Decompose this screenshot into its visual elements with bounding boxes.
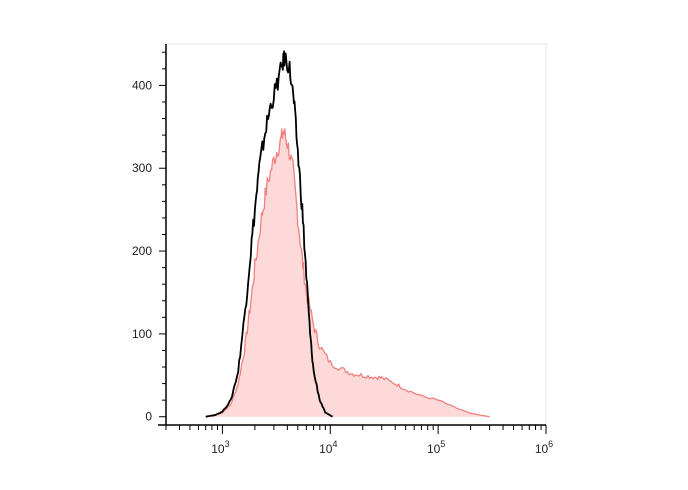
x-tick-exponent: 5: [440, 439, 445, 449]
x-tick-exponent: 4: [332, 439, 337, 449]
y-tick-label: 0: [145, 410, 152, 424]
x-tick-label: 103: [211, 439, 229, 456]
y-tick-label: 400: [132, 78, 152, 92]
x-tick-label: 106: [535, 439, 553, 456]
y-tick-label: 200: [132, 244, 152, 258]
x-tick-base: 10: [427, 442, 441, 456]
x-tick-label: 104: [319, 439, 337, 456]
x-tick-base: 10: [319, 442, 333, 456]
y-tick-label: 100: [132, 327, 152, 341]
series-1-line: [205, 50, 334, 418]
x-tick-base: 10: [211, 442, 225, 456]
y-tick-label: 300: [132, 161, 152, 175]
x-tick-exponent: 3: [225, 439, 230, 449]
x-tick-exponent: 6: [548, 439, 553, 449]
x-tick-base: 10: [535, 442, 549, 456]
x-tick-label: 105: [427, 439, 445, 456]
series-0-area: [211, 128, 490, 417]
series-0-line: [211, 128, 490, 418]
